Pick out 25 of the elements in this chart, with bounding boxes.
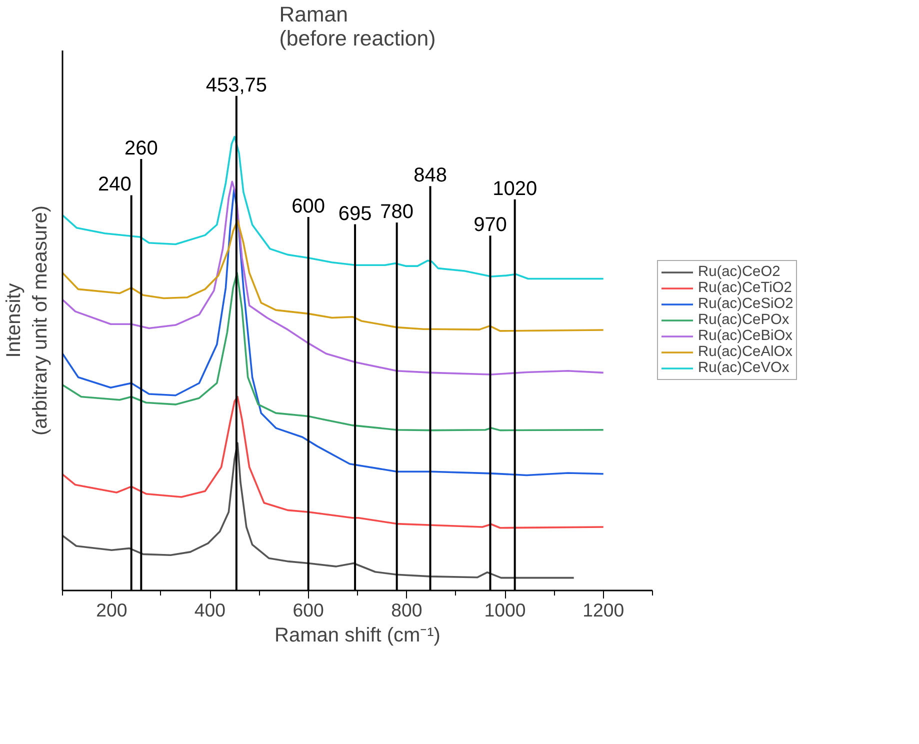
x-tick-label: 600: [292, 600, 324, 620]
ref-line-label: 453,75: [206, 74, 268, 96]
ref-line-label: 260: [124, 137, 158, 160]
y-axis-title: Intensity (arbitrary unit of measure): [3, 205, 52, 436]
ref-line-label: 780: [380, 200, 414, 223]
legend-label: Ru(ac)CeO2: [698, 264, 780, 280]
legend-label: Ru(ac)CeTiO2: [698, 280, 792, 296]
ref-line-label: 240: [98, 174, 132, 196]
legend-label: Ru(ac)CeAlOx: [698, 344, 792, 360]
x-tick-label: 800: [391, 600, 422, 620]
chart-title: Raman (before reaction): [279, 2, 436, 50]
legend-label: Ru(ac)CeBiOx: [698, 328, 792, 344]
x-tick-label: 1000: [484, 600, 526, 620]
ref-line-label: 848: [414, 164, 447, 187]
legend-label: Ru(ac)CeSiO2: [698, 296, 794, 312]
x-tick-label: 400: [194, 600, 226, 620]
x-axis-title: Raman shift (cm⁻¹): [274, 624, 440, 646]
ref-line-label: 695: [338, 202, 372, 225]
ref-line-label: 970: [474, 214, 507, 236]
ref-line-label: 1020: [492, 178, 538, 200]
ref-line-label: 600: [292, 196, 326, 218]
x-tick-label: 200: [96, 600, 128, 620]
x-tick-label: 1200: [582, 600, 624, 620]
legend-label: Ru(ac)CePOx: [698, 312, 790, 328]
legend-label: Ru(ac)CeVOx: [698, 360, 790, 376]
